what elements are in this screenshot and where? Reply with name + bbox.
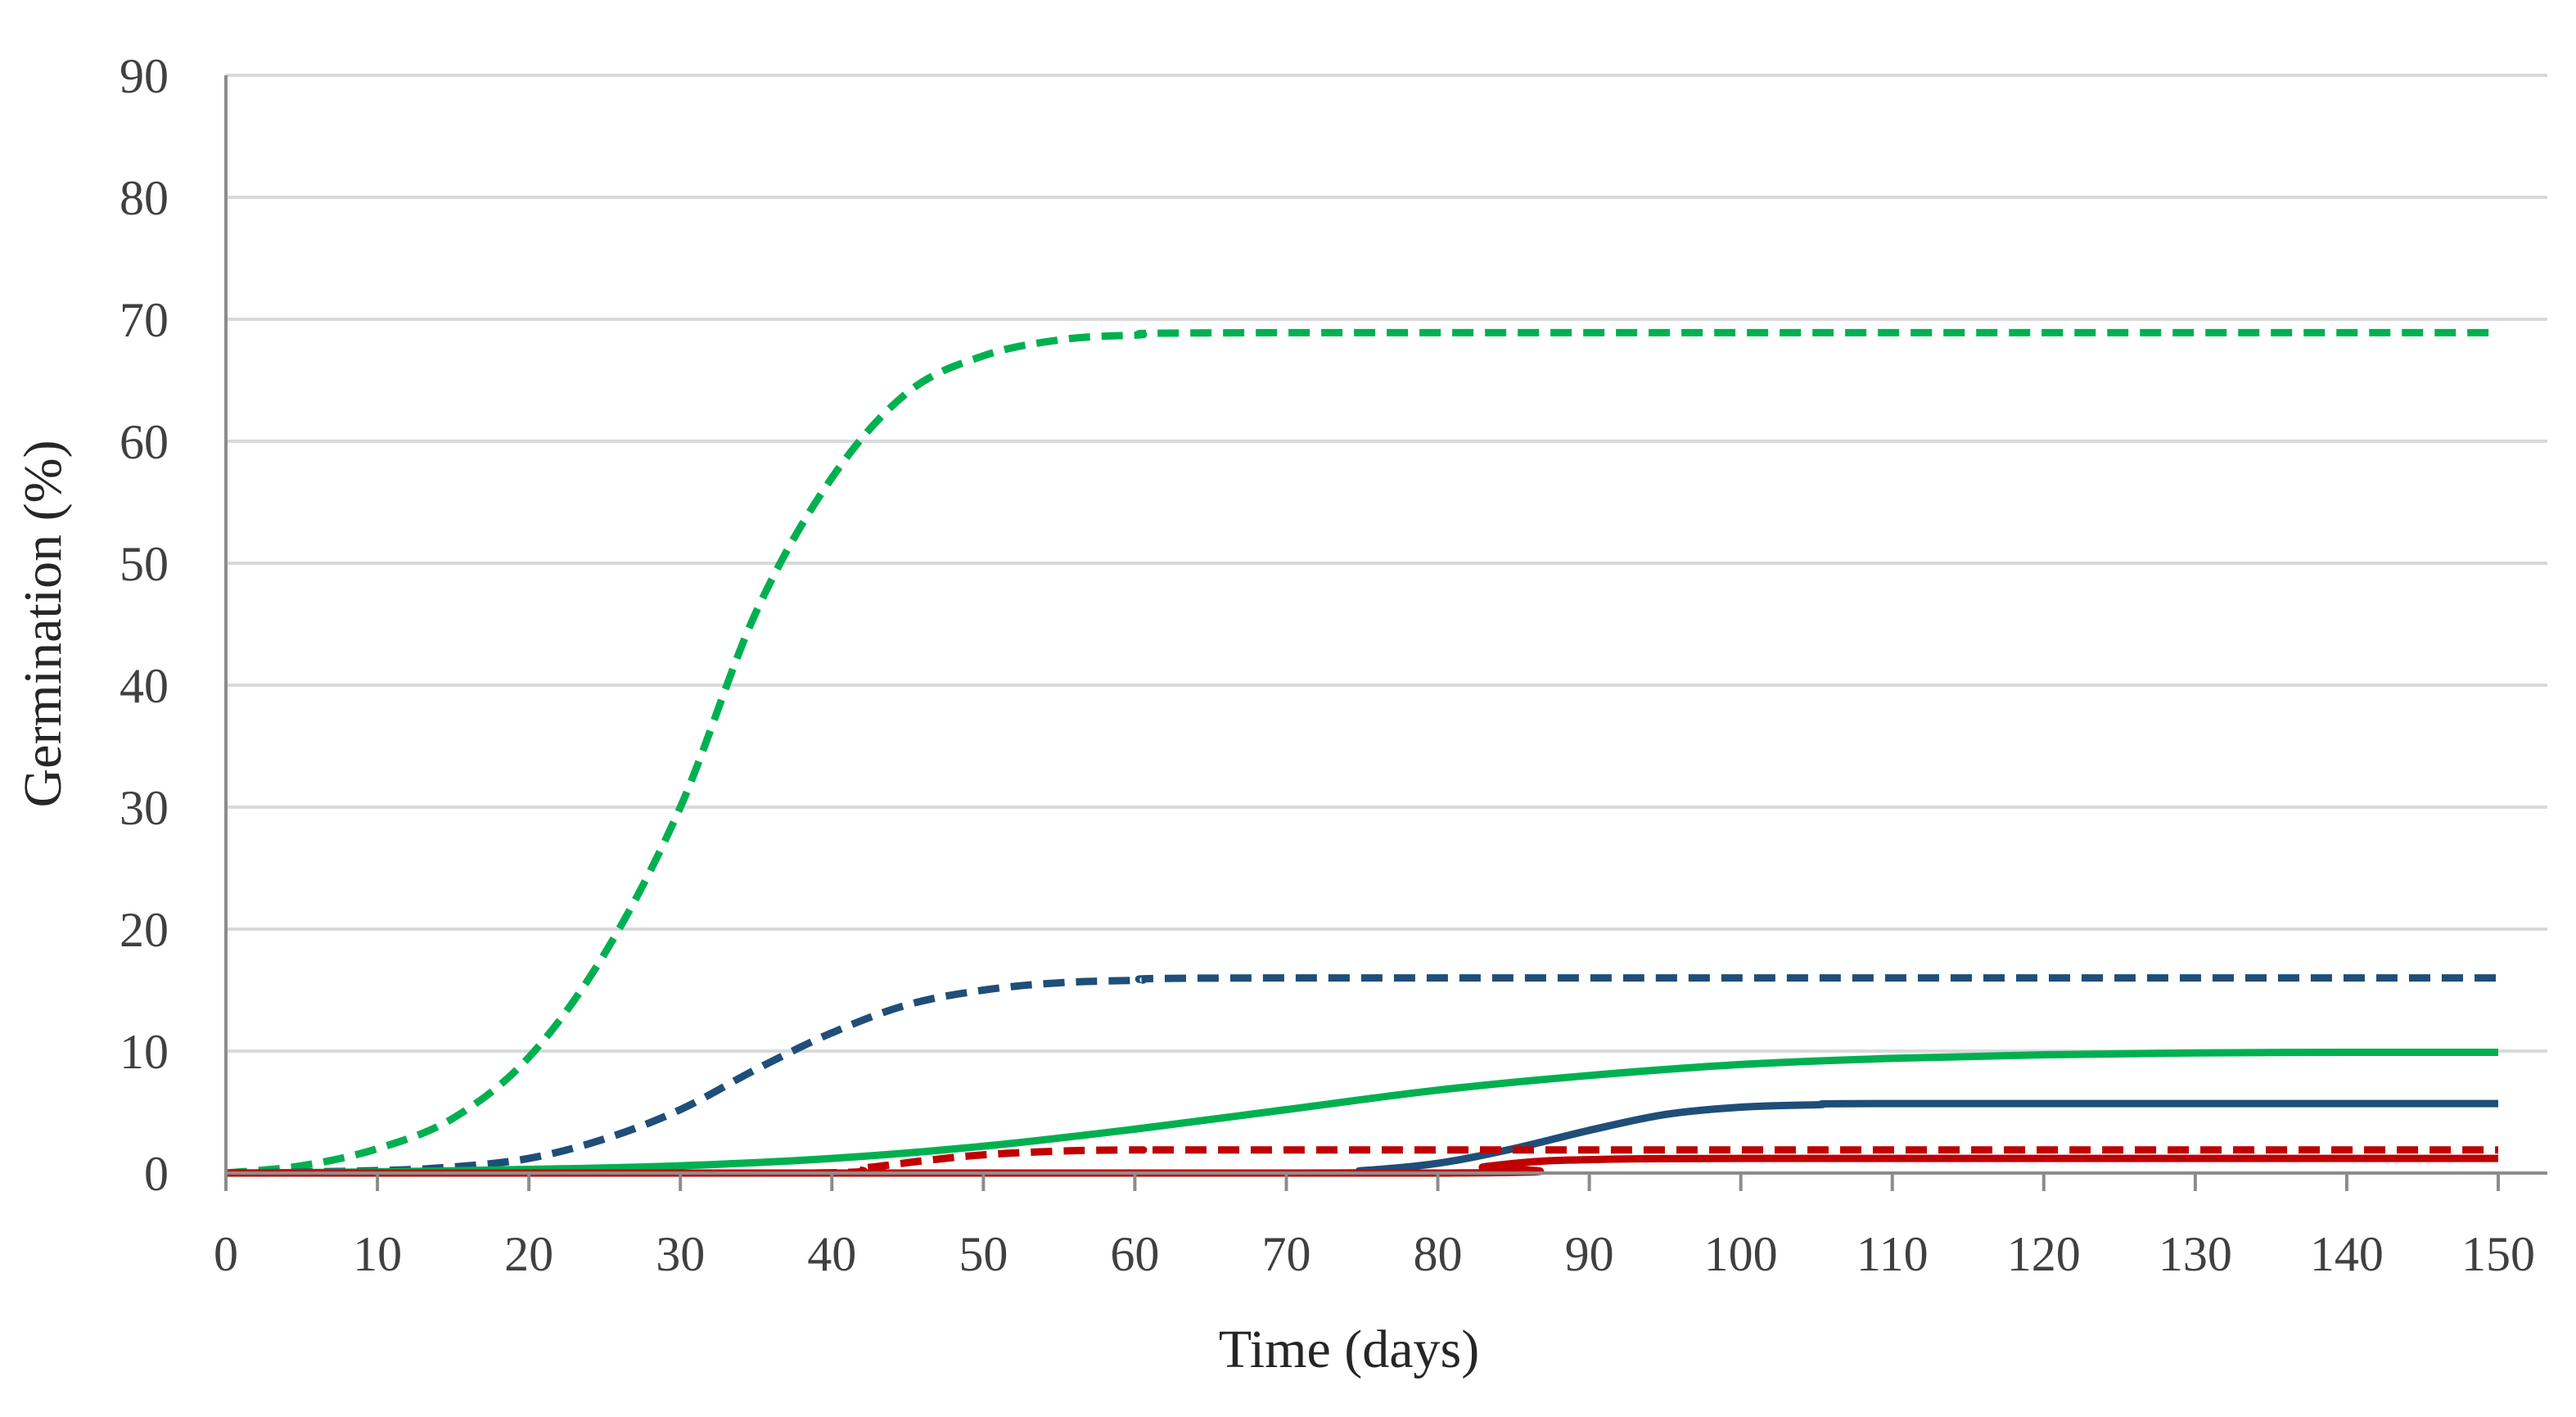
series-line-blue-solid	[226, 1099, 2498, 1177]
x-tick-label: 40	[807, 1227, 856, 1281]
x-tick-label: 50	[959, 1227, 1008, 1281]
x-tick-label: 10	[353, 1227, 402, 1281]
y-tick-label: 90	[120, 49, 169, 103]
series-lines	[225, 328, 2498, 1177]
y-tick-label: 0	[144, 1147, 169, 1201]
x-tick-label: 80	[1414, 1227, 1463, 1281]
x-tick-label: 60	[1110, 1227, 1159, 1281]
x-tick-label: 30	[656, 1227, 705, 1281]
y-tick-label: 60	[120, 415, 169, 469]
x-tick-label: 140	[2310, 1227, 2384, 1281]
y-tick-label: 50	[120, 537, 169, 591]
y-tick-label: 80	[120, 171, 169, 225]
x-tick-label: 0	[214, 1227, 238, 1281]
y-tick-label: 20	[120, 903, 169, 957]
x-tick-label: 150	[2461, 1227, 2535, 1281]
x-tick-label: 120	[2007, 1227, 2081, 1281]
y-tick-label: 10	[120, 1025, 169, 1079]
x-tick-label: 110	[1856, 1227, 1929, 1281]
x-tick-label: 130	[2159, 1227, 2232, 1281]
axes	[224, 75, 2547, 1175]
x-tick-label: 90	[1565, 1227, 1614, 1281]
x-tick-label: 20	[504, 1227, 553, 1281]
x-tick-label: 100	[1704, 1227, 1778, 1281]
y-axis-title: Germination (%)	[13, 440, 73, 807]
y-tick-label: 40	[120, 659, 169, 713]
y-tick-label: 70	[120, 293, 169, 347]
x-tick-labels: 0 10 20 30 40 50 60 70 80 90 100 110 120 130 140 150	[214, 1173, 2535, 1281]
x-axis-title: Time (days)	[1219, 1320, 1479, 1379]
x-tick-label: 70	[1261, 1227, 1311, 1281]
y-tick-labels: 0 10 20 30 40 50 60 70 80 90	[120, 49, 169, 1201]
series-line-blue-dashed	[225, 974, 2498, 1177]
series-line-red-dashed	[226, 1146, 2498, 1177]
series-line-green-dashed	[225, 328, 2498, 1177]
series-line-green-solid	[225, 1048, 2498, 1177]
y-tick-label: 30	[120, 781, 169, 835]
gridlines	[226, 74, 2547, 1053]
